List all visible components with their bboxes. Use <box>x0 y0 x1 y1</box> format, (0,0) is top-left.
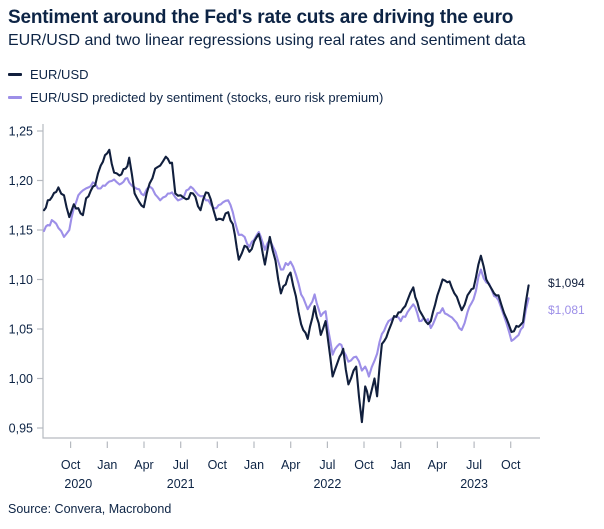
svg-text:1,00: 1,00 <box>9 372 33 386</box>
legend-item-predicted: EUR/USD predicted by sentiment (stocks, … <box>8 90 383 105</box>
svg-text:2022: 2022 <box>313 477 341 491</box>
svg-text:Oct: Oct <box>501 458 521 472</box>
svg-text:Oct: Oct <box>208 458 228 472</box>
svg-text:1,20: 1,20 <box>9 174 33 188</box>
svg-text:Jul: Jul <box>466 458 482 472</box>
chart-subtitle: EUR/USD and two linear regressions using… <box>8 32 526 49</box>
chart-title: Sentiment around the Fed's rate cuts are… <box>8 7 514 28</box>
svg-text:Apr: Apr <box>428 458 447 472</box>
end-label-predicted: $1,081 <box>548 303 585 317</box>
svg-text:2023: 2023 <box>460 477 488 491</box>
svg-text:Oct: Oct <box>354 458 374 472</box>
legend-label-predicted: EUR/USD predicted by sentiment (stocks, … <box>30 90 384 105</box>
svg-text:1,10: 1,10 <box>9 273 33 287</box>
svg-text:Apr: Apr <box>134 458 153 472</box>
svg-text:Apr: Apr <box>281 458 300 472</box>
svg-text:Jul: Jul <box>173 458 189 472</box>
svg-text:1,15: 1,15 <box>9 224 33 238</box>
svg-text:Jan: Jan <box>244 458 264 472</box>
predicted-line-swatch-icon <box>8 96 22 99</box>
svg-text:1,05: 1,05 <box>9 323 33 337</box>
legend: EUR/USD EUR/USD predicted by sentiment (… <box>8 67 383 105</box>
legend-item-eurusd: EUR/USD <box>8 67 383 82</box>
svg-text:Oct: Oct <box>61 458 81 472</box>
svg-text:Jul: Jul <box>319 458 335 472</box>
svg-text:0,95: 0,95 <box>9 422 33 436</box>
end-label-eurusd: $1,094 <box>548 276 585 290</box>
svg-text:2021: 2021 <box>167 477 195 491</box>
eurusd-line-swatch-icon <box>8 73 22 76</box>
source-note: Source: Convera, Macrobond <box>8 502 172 516</box>
svg-text:2020: 2020 <box>64 477 92 491</box>
legend-label-eurusd: EUR/USD <box>30 67 89 82</box>
svg-text:1,25: 1,25 <box>9 125 33 139</box>
svg-text:Jan: Jan <box>391 458 411 472</box>
svg-text:Jan: Jan <box>97 458 117 472</box>
